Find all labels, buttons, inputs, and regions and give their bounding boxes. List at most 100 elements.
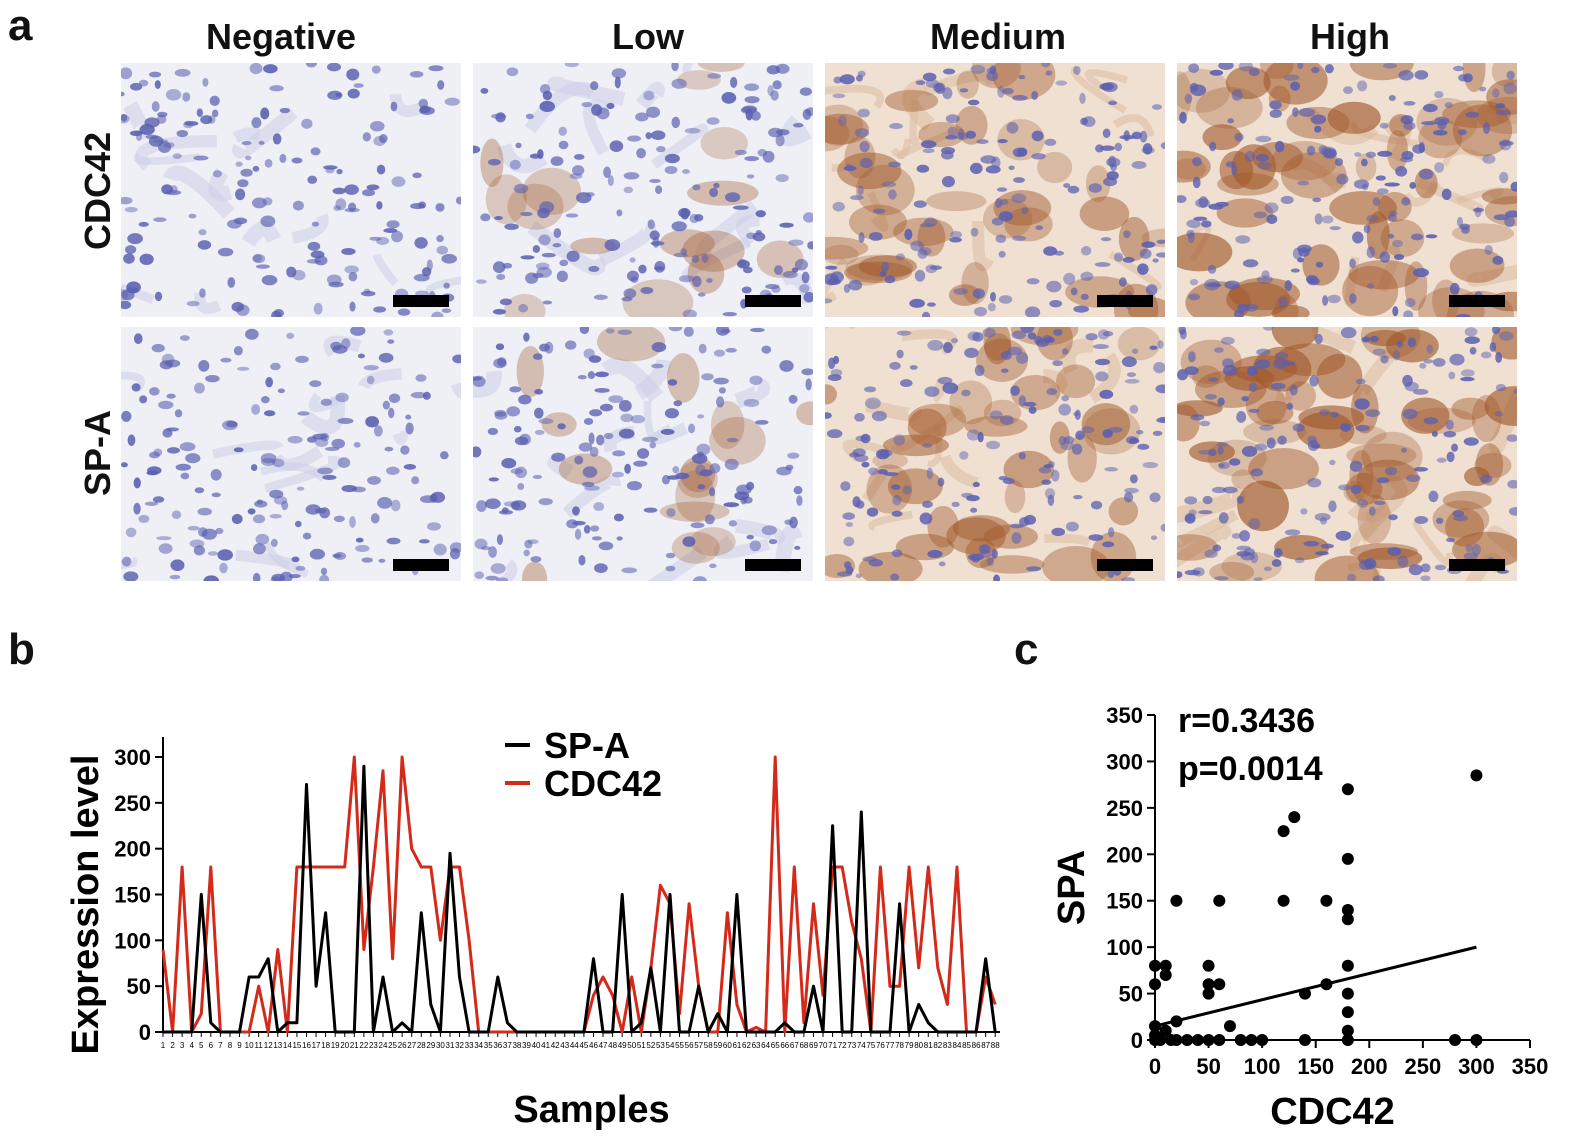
x-tick-label: 35 xyxy=(484,1041,493,1050)
x-tick-label: 38 xyxy=(512,1041,521,1050)
scatter-point xyxy=(1341,959,1354,972)
micrograph-image xyxy=(1177,63,1517,317)
x-tick-label: 71 xyxy=(828,1041,837,1050)
scatter-point xyxy=(1299,1034,1311,1046)
series-line-sp-a xyxy=(163,764,997,1034)
x-tick-label: 82 xyxy=(933,1041,942,1050)
x-tick-label: 54 xyxy=(666,1041,675,1050)
x-tick-label: 56 xyxy=(685,1041,694,1050)
scatter-point xyxy=(1288,811,1301,824)
scatter-point xyxy=(1299,987,1311,1000)
x-tick-label: 36 xyxy=(493,1041,502,1050)
x-tick-label: 17 xyxy=(312,1041,321,1050)
scatter-point xyxy=(1202,978,1215,991)
x-tick-label: 3 xyxy=(180,1041,185,1050)
scatter-point xyxy=(1277,894,1290,907)
x-axis-label: Samples xyxy=(513,1089,669,1131)
x-tick-label: 50 xyxy=(627,1041,636,1050)
y-tick-label: 250 xyxy=(114,791,151,816)
y-axis-label: SPA xyxy=(1051,850,1093,925)
x-tick-label: 83 xyxy=(943,1041,952,1050)
y-tick-label: 0 xyxy=(1131,1028,1143,1053)
micrograph-image xyxy=(473,327,813,581)
x-tick-label: 31 xyxy=(446,1041,455,1050)
scale-bar xyxy=(745,559,801,571)
x-tick-label: 30 xyxy=(436,1041,445,1050)
scatter-point xyxy=(1159,969,1172,981)
x-tick-label: 43 xyxy=(560,1041,569,1050)
y-tick-label: 0 xyxy=(139,1020,151,1045)
x-tick-label: 57 xyxy=(694,1041,703,1050)
scale-bar xyxy=(1097,559,1153,571)
x-tick-label: 51 xyxy=(637,1041,646,1050)
scatter-point xyxy=(1202,959,1215,972)
scatter-point xyxy=(1341,913,1354,926)
ihc-tile-cdc42-negative xyxy=(121,63,461,317)
x-tick-label: 46 xyxy=(589,1041,598,1050)
scatter-point xyxy=(1181,1034,1194,1046)
ihc-tile-cdc42-medium xyxy=(825,63,1165,317)
x-tick-label: 75 xyxy=(866,1041,875,1050)
y-tick-label: 300 xyxy=(1106,749,1143,774)
y-tick-label: 300 xyxy=(114,745,151,770)
annotation-r: r=0.3436 xyxy=(1178,702,1315,740)
scatter-point xyxy=(1213,894,1226,907)
x-tick-label: 62 xyxy=(742,1041,751,1050)
column-header-high: High xyxy=(1310,16,1390,57)
micrograph-image xyxy=(121,327,461,581)
x-tick-label: 34 xyxy=(474,1041,483,1050)
y-tick-label: 150 xyxy=(114,883,151,908)
micrograph-image xyxy=(1177,327,1517,581)
ihc-tile-cdc42-low xyxy=(473,63,813,317)
scatter-point xyxy=(1202,1034,1215,1046)
scatter-point xyxy=(1170,1015,1183,1028)
scatter-point xyxy=(1149,1034,1161,1046)
scatter-point xyxy=(1159,959,1172,972)
scatter-point xyxy=(1470,769,1483,782)
x-tick-label: 69 xyxy=(809,1041,818,1050)
x-tick-label: 78 xyxy=(895,1041,904,1050)
x-tick-label: 23 xyxy=(369,1041,378,1050)
x-tick-label: 68 xyxy=(799,1041,808,1050)
x-tick-label: 65 xyxy=(771,1041,780,1050)
y-axis-label: Expression level xyxy=(65,755,107,1055)
panel-b-letter: b xyxy=(8,625,35,674)
micrograph-image xyxy=(121,63,461,317)
x-tick-label: 300 xyxy=(1458,1054,1495,1079)
x-tick-label: 39 xyxy=(522,1041,531,1050)
x-tick-label: 29 xyxy=(426,1041,435,1050)
x-tick-label: 6 xyxy=(209,1041,214,1050)
scatter-point xyxy=(1277,825,1290,838)
x-tick-label: 53 xyxy=(656,1041,665,1050)
x-tick-label: 77 xyxy=(886,1041,895,1050)
x-tick-label: 50 xyxy=(1196,1054,1220,1079)
column-header-negative: Negative xyxy=(205,16,357,57)
scatter-point xyxy=(1154,1034,1167,1046)
x-tick-label: 24 xyxy=(379,1041,388,1050)
x-tick-label: 10 xyxy=(245,1041,254,1050)
x-tick-label: 47 xyxy=(599,1041,608,1050)
scatter-point xyxy=(1213,1034,1226,1046)
x-tick-label: 350 xyxy=(1512,1054,1549,1079)
x-tick-label: 20 xyxy=(340,1041,349,1050)
panel-c-letter: c xyxy=(1014,625,1039,674)
ihc-tile-sp-a-low xyxy=(473,327,813,581)
scatter-point xyxy=(1202,987,1215,1000)
x-tick-label: 33 xyxy=(465,1041,474,1050)
scatter-point xyxy=(1224,1020,1236,1033)
x-tick-label: 60 xyxy=(723,1041,732,1050)
scatter-point xyxy=(1245,1034,1258,1046)
ihc-tile-cdc42-high xyxy=(1177,63,1517,317)
x-tick-label: 48 xyxy=(608,1041,617,1050)
scatter-point xyxy=(1341,852,1354,865)
x-tick-label: 22 xyxy=(359,1041,368,1050)
scatter-point xyxy=(1341,904,1354,916)
x-tick-label: 45 xyxy=(579,1041,588,1050)
scatter-point xyxy=(1191,1034,1204,1046)
x-tick-label: 42 xyxy=(551,1041,560,1050)
y-tick-label: 200 xyxy=(1106,842,1143,867)
scatter-point xyxy=(1213,978,1226,991)
scale-bar xyxy=(393,295,449,307)
x-tick-label: 15 xyxy=(292,1041,301,1050)
